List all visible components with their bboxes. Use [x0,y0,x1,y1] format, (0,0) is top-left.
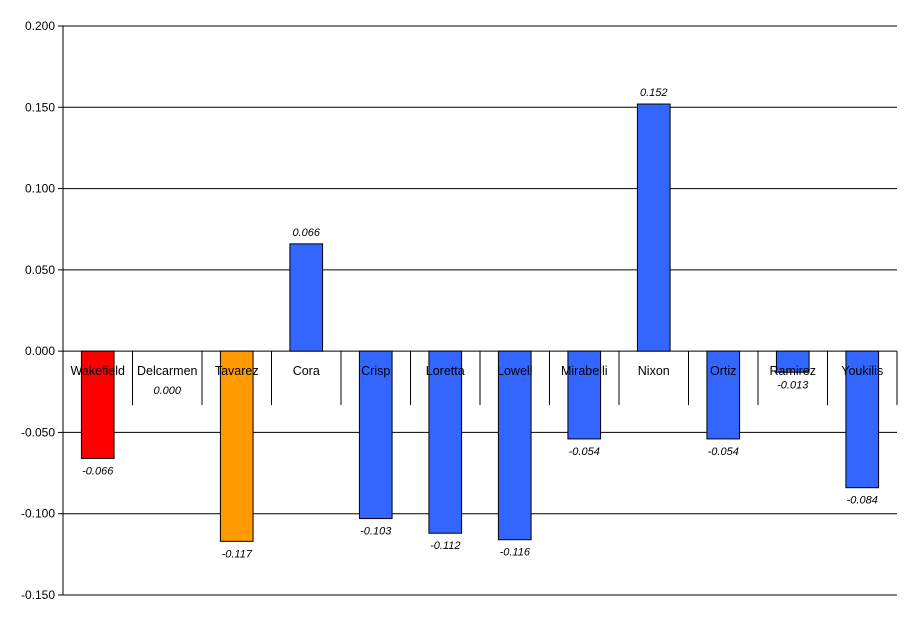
y-tick-label: 0.150 [25,100,55,114]
category-label: Crisp [361,364,390,378]
data-label: -0.066 [82,465,114,477]
category-label: Wakefield [71,364,125,378]
category-label: Youkilis [841,364,883,378]
bar-nixon [636,103,671,352]
data-label: 0.066 [292,227,320,239]
bar-loretta [428,350,463,534]
data-label: -0.116 [500,547,531,559]
y-tick-label: 0.200 [25,19,55,33]
labels: 0.200 0.150 0.100 0.050 0.000 -0.050 -0.100 -0.… [21,19,883,602]
category-label: Tavarez [215,364,259,378]
category-label: Nixon [638,364,670,378]
bar-cora [289,243,324,352]
bar-youkilis [845,350,880,489]
data-label: -0.112 [430,540,460,552]
bar-wakefield [80,350,115,459]
gridlines [63,25,897,596]
category-label: Ramirez [769,364,816,378]
bar-lowell [497,350,532,541]
bar-tavarez [219,350,254,542]
category-label: Ortiz [710,364,736,378]
data-label: -0.084 [847,495,878,507]
y-tick-label: -0.050 [21,425,55,439]
bar-ortiz [706,350,741,440]
data-label: 0.000 [153,385,181,397]
category-label: Cora [293,364,320,378]
data-label: -0.013 [777,379,809,391]
y-tick-label: 0.050 [25,263,55,277]
data-label: -0.054 [708,446,739,458]
data-label: -0.117 [222,548,253,560]
bar-crisp [358,350,393,520]
category-label: Lowell [497,364,532,378]
axes [58,25,898,596]
data-label: -0.103 [360,526,392,538]
y-tick-label: -0.100 [21,507,55,521]
bar-ramirez [775,350,810,373]
category-label: Delcarmen [137,364,197,378]
y-tick-label: 0.100 [25,182,55,196]
y-tick-label: -0.150 [21,588,55,602]
category-label: Loretta [426,364,465,378]
data-label: -0.054 [569,446,600,458]
bars [80,103,880,542]
y-tick-label: 0.000 [25,344,55,358]
category-label: Mirabelli [561,364,608,378]
data-label: 0.152 [640,87,668,99]
bar-mirabelli [567,350,602,440]
